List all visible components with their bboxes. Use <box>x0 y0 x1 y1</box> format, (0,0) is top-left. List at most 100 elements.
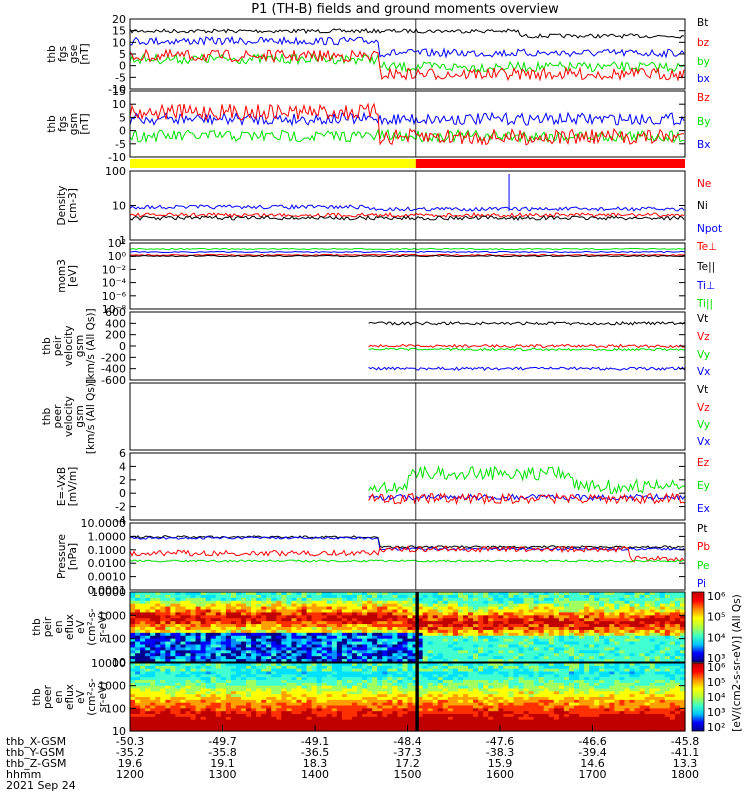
xrow-value: -49.7 <box>208 735 236 748</box>
series-ey <box>368 465 685 495</box>
panel-frame <box>129 591 686 663</box>
ylabel-line: peer <box>52 404 64 429</box>
ytick-label: 15 <box>112 25 126 38</box>
ytick-label: 10⁻² <box>102 263 126 276</box>
ytick-label: 20 <box>112 13 126 26</box>
ylabel-line: peir <box>42 616 54 637</box>
legend-by: by <box>697 56 710 68</box>
panel-mode <box>130 159 685 168</box>
date-label: 2021 Sep 24 <box>6 779 76 792</box>
panel-peir-eflux: 10000 1000 100 10 thb peir en eflux eV (cm²-s-sr-… <box>31 586 686 669</box>
xrow-value: -35.2 <box>116 746 144 759</box>
ytick-label: 0.0010 <box>88 571 127 584</box>
xrow-value: 19.1 <box>210 757 235 770</box>
ytick-label: 0.0100 <box>88 557 127 570</box>
ylabel-line: thb <box>46 115 58 133</box>
series-te-par <box>129 254 686 258</box>
ylabel-line: Density <box>56 186 68 226</box>
legend-ez: Ez <box>697 457 710 469</box>
ylabel-line: thb <box>46 45 58 63</box>
ytick-label: 100 <box>105 702 126 715</box>
ylabel-line: thb <box>41 337 53 355</box>
panel-peer-velocity: thb peer velocity gsm [km/s (All Qs)] Vt Vz Vy V… <box>41 379 710 454</box>
ylabel-line: [km/s (All Qs)] <box>85 379 97 454</box>
ytick-label: 10⁻⁶ <box>102 290 127 303</box>
ylabel-line: Pressure <box>56 534 68 579</box>
panel-frame <box>129 90 686 158</box>
xrow-label: hhmm <box>6 768 41 781</box>
mode-bar-red <box>415 159 685 168</box>
ytick-label: -10 <box>108 83 126 96</box>
colorbar-tick: 10⁶ <box>707 590 726 603</box>
colorbar-tick: 10³ <box>707 706 725 719</box>
legend-bx: Bx <box>697 139 710 151</box>
ytick-label: -10 <box>108 151 126 164</box>
ylabel-line: gse <box>68 45 80 64</box>
panel-frame <box>129 522 686 591</box>
ytick-label: 6 <box>119 447 126 460</box>
ylabel-line: [mV/m] <box>67 467 79 506</box>
xrow-value: -48.4 <box>393 735 421 748</box>
series-bx-gsm <box>129 111 685 127</box>
ylabel-line: gsm <box>74 405 86 427</box>
xrow-value: -36.5 <box>301 746 329 759</box>
ytick-label: 10 <box>112 98 126 111</box>
legend-bt: Bt <box>697 17 708 29</box>
colorbar-tick: 10⁵ <box>707 676 725 689</box>
series-pe <box>129 559 685 563</box>
xrow-value: 1500 <box>394 768 422 781</box>
legend-vt: Vt <box>697 384 708 396</box>
series-pb <box>129 545 685 563</box>
xrow-label: thb_X-GSM <box>6 735 66 748</box>
xrow-value: -50.3 <box>116 735 144 748</box>
ytick-label: 600 <box>105 306 126 319</box>
panel-frame <box>129 382 686 451</box>
xrow-value: 19.6 <box>118 757 143 770</box>
x-axis-labels: thb_X-GSM -50.3 -49.7 -49.1 -48.4 -47.6 -46.6-… <box>6 725 699 792</box>
legend-vz: Vz <box>697 402 710 414</box>
ytick-label: 400 <box>105 317 126 330</box>
xrow-value: 14.6 <box>580 757 605 770</box>
ylabel-line: fgs <box>57 46 69 62</box>
ytick-label: 5 <box>119 111 126 124</box>
series-group <box>129 102 685 146</box>
series-ni <box>129 215 685 221</box>
ytick-label: 10⁰ <box>108 250 127 263</box>
series-ti-par <box>129 247 686 251</box>
data-gap-marker <box>415 592 419 662</box>
ytick-label: 200 <box>105 329 126 342</box>
xrow-value: 1800 <box>671 768 699 781</box>
series-ez <box>368 492 685 506</box>
xrow-value: 1300 <box>209 768 237 781</box>
mode-bar-yellow <box>130 159 416 168</box>
ytick-label: 5 <box>119 48 126 61</box>
legend-pi: Pi <box>697 578 706 590</box>
ytick-label: 2 <box>119 474 126 487</box>
ylabel-line: [cm-3] <box>67 188 79 223</box>
plot-title: P1 (TH-B) fields and ground moments over… <box>251 2 559 17</box>
ylabel-line: eflux <box>64 684 76 710</box>
ytick-label: 15 <box>112 85 126 98</box>
series-ti-perp <box>129 250 686 254</box>
colorbar-tick: 10⁶ <box>707 661 726 674</box>
legend-vx: Vx <box>697 436 710 448</box>
series-group <box>129 174 685 221</box>
ylabel-line: en <box>53 690 65 703</box>
ytick-label: 10² <box>108 237 126 250</box>
legend-bx: bx <box>697 73 710 85</box>
xrow-value: 13.3 <box>673 757 698 770</box>
xrow-value: -47.6 <box>486 735 514 748</box>
ytick-label: 1 <box>119 234 126 247</box>
ylabel-line: [nT] <box>79 43 91 64</box>
ylabel-line: thb <box>41 407 53 425</box>
xrow-value: -45.8 <box>671 735 699 748</box>
series-npot <box>129 204 685 212</box>
ylabel-line: mom3 <box>56 259 68 293</box>
